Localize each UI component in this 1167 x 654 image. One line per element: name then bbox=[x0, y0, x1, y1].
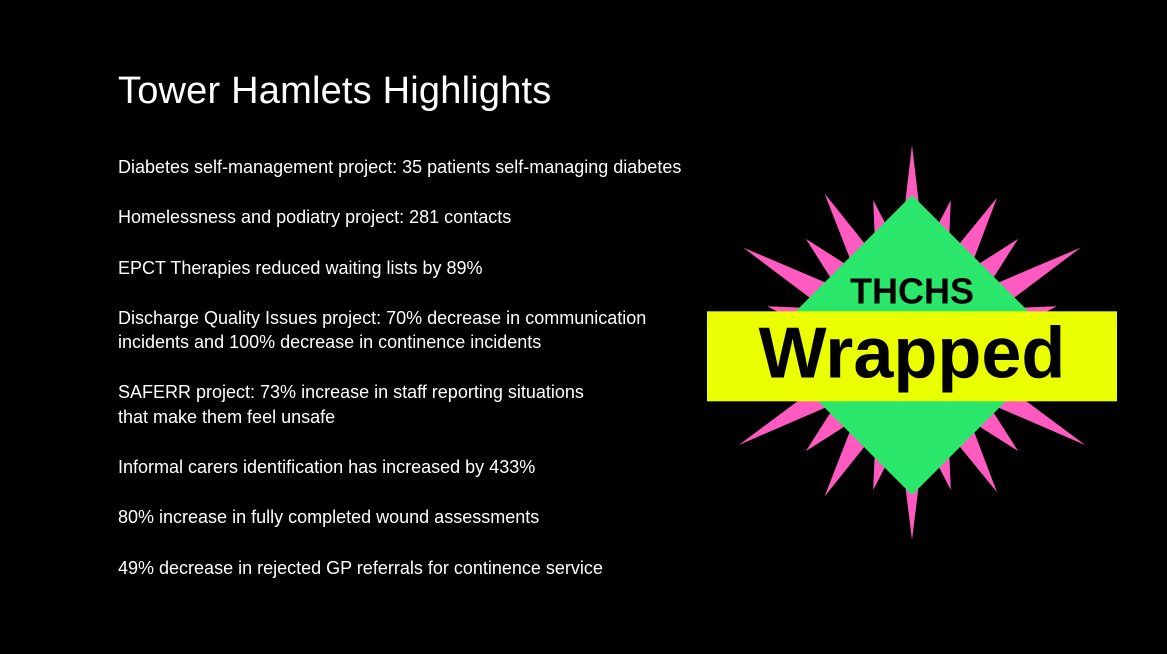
badge-banner-text: Wrapped bbox=[707, 311, 1117, 401]
list-item: EPCT Therapies reduced waiting lists by … bbox=[118, 256, 698, 280]
badge-label: THCHS Wrapped bbox=[697, 273, 1127, 401]
list-item: Discharge Quality Issues project: 70% de… bbox=[118, 306, 698, 355]
wrapped-badge: THCHS Wrapped bbox=[697, 130, 1127, 560]
list-item: 80% increase in fully completed wound as… bbox=[118, 505, 698, 529]
highlight-list: Diabetes self-management project: 35 pat… bbox=[118, 155, 698, 580]
list-item: Informal carers identification has incre… bbox=[118, 455, 698, 479]
page-title: Tower Hamlets Highlights bbox=[118, 70, 1167, 113]
list-item: SAFERR project: 73% increase in staff re… bbox=[118, 380, 698, 429]
list-item: Homelessness and podiatry project: 281 c… bbox=[118, 205, 698, 229]
slide: Tower Hamlets Highlights Diabetes self-m… bbox=[0, 0, 1167, 654]
badge-top-text: THCHS bbox=[697, 273, 1127, 309]
list-item: 49% decrease in rejected GP referrals fo… bbox=[118, 556, 698, 580]
list-item: Diabetes self-management project: 35 pat… bbox=[118, 155, 698, 179]
